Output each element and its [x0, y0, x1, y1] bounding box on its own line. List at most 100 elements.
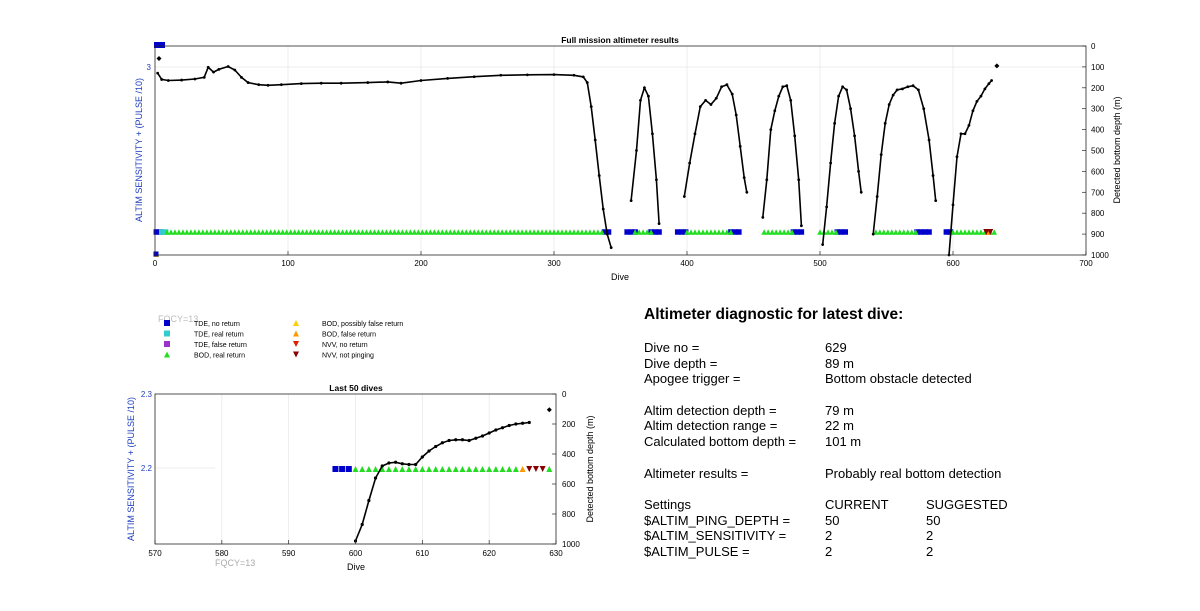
top-marker	[889, 229, 895, 235]
top-marker	[605, 229, 612, 235]
suggested-label: SUGGESTED	[926, 496, 1008, 512]
top-x-tick-label: 300	[547, 259, 561, 268]
top-marker	[291, 229, 298, 235]
top-marker	[789, 229, 795, 235]
bottom-depth-point	[394, 460, 398, 464]
top-depth-point	[911, 84, 915, 88]
bottom-right-axis-label: Detected bottom depth (m)	[585, 415, 595, 522]
top-marker	[487, 229, 493, 235]
settings-label: Settings	[644, 496, 691, 512]
top-depth-point	[769, 128, 773, 132]
top-corner-marker	[153, 251, 159, 257]
ping-depth-current: 50	[825, 512, 840, 528]
top-depth-point	[979, 94, 983, 98]
top-marker	[255, 229, 262, 235]
settings-header-row: Settings CURRENT SUGGESTED	[644, 497, 1164, 513]
top-marker	[974, 229, 980, 235]
top-marker	[696, 229, 702, 235]
top-depth-point	[655, 178, 658, 182]
dive-depth-value: 89 m	[825, 355, 854, 371]
top-depth-point	[871, 232, 875, 236]
top-series	[153, 42, 1000, 257]
bottom-marker-point	[339, 466, 346, 472]
top-marker	[684, 229, 690, 235]
top-right-tick-label: 100	[1091, 63, 1105, 72]
top-marker	[407, 229, 414, 235]
ping-depth-suggested: 50	[926, 512, 941, 528]
bottom-right-tick-label: 800	[562, 510, 576, 519]
bottom-x-tick-label: 570	[148, 549, 162, 558]
top-marker	[511, 229, 517, 235]
top-right-tick-label: 800	[1091, 209, 1105, 218]
legend-marker	[164, 330, 170, 337]
bottom-marker-point	[385, 466, 392, 472]
top-depth-point	[859, 190, 863, 194]
top-x-axis-label: Dive	[611, 272, 629, 282]
top-marker	[547, 229, 553, 235]
top-marker	[535, 229, 541, 235]
top-depth-point	[857, 170, 860, 173]
top-depth-point	[693, 132, 697, 136]
top-marker	[901, 229, 907, 235]
bottom-depth-point	[360, 522, 364, 527]
sensitivity-suggested: 2	[926, 528, 934, 544]
top-marker	[375, 229, 382, 235]
top-left-axis-label: ALTIM SENSITIVITY + (PULSE /10)	[134, 78, 144, 222]
top-depth-point	[698, 105, 702, 109]
top-marker	[575, 229, 581, 235]
pulse-label: $ALTIM_PULSE =	[644, 543, 750, 559]
bottom-marker-point	[519, 466, 526, 472]
top-depth-point	[526, 73, 529, 77]
top-marker	[833, 229, 839, 235]
top-depth-point	[879, 153, 883, 157]
top-depth-point	[212, 70, 215, 74]
top-depth-point	[657, 222, 661, 226]
pulse-row: $ALTIM_PULSE = 2 2	[644, 544, 1164, 560]
bottom-marker-point	[546, 466, 553, 472]
top-depth-point	[635, 149, 638, 152]
legend-marker	[293, 330, 299, 337]
top-marker	[515, 229, 521, 235]
top-depth-point	[887, 103, 891, 106]
top-marker	[228, 229, 234, 235]
top-depth-point	[386, 80, 390, 84]
bottom-marker-point	[352, 466, 359, 472]
top-marker	[798, 229, 805, 235]
bottom-marker-point	[405, 466, 412, 472]
top-depth-point	[738, 144, 742, 148]
top-marker	[539, 229, 545, 235]
top-right-tick-label: 700	[1091, 188, 1105, 197]
top-depth-point	[299, 82, 303, 86]
bottom-marker-point	[345, 466, 352, 472]
top-depth-point	[399, 81, 403, 85]
top-depth-point	[987, 82, 991, 86]
top-marker	[571, 229, 577, 235]
legend-fqcy-label: FQCY=13	[158, 314, 198, 324]
legend: FQCY=13 TDE, no return TDE, real return TD…	[158, 314, 403, 360]
bottom-depth-point	[447, 438, 451, 443]
top-marker	[724, 229, 730, 235]
top-depth-point	[927, 138, 931, 142]
top-depth-point	[829, 161, 833, 165]
bottom-left-axis-label: ALTIM SENSITIVITY + (PULSE /10)	[126, 397, 136, 541]
top-depth-point	[206, 65, 210, 69]
bottom-marker-point	[532, 466, 539, 472]
top-marker	[263, 229, 270, 235]
ping-depth-row: $ALTIM_PING_DEPTH = 50 50	[644, 513, 1164, 529]
bottom-right-tick-label: 400	[562, 450, 576, 459]
top-marker	[196, 229, 202, 235]
top-marker	[769, 229, 775, 235]
top-depth-point	[781, 85, 785, 89]
bottom-marker-point	[446, 466, 453, 472]
top-marker	[176, 229, 182, 235]
legend-marker	[293, 320, 299, 326]
diagnostic-title: Altimeter diagnostic for latest dive:	[644, 306, 904, 323]
top-marker	[172, 229, 178, 235]
top-marker	[208, 229, 214, 235]
top-right-tick-label: 0	[1091, 42, 1096, 51]
results-row: Altimeter results = Probably real bottom …	[644, 466, 1164, 482]
top-marker	[491, 229, 497, 235]
top-marker	[966, 229, 972, 235]
bottom-marker-point	[492, 466, 499, 472]
top-depth-point	[841, 85, 845, 89]
